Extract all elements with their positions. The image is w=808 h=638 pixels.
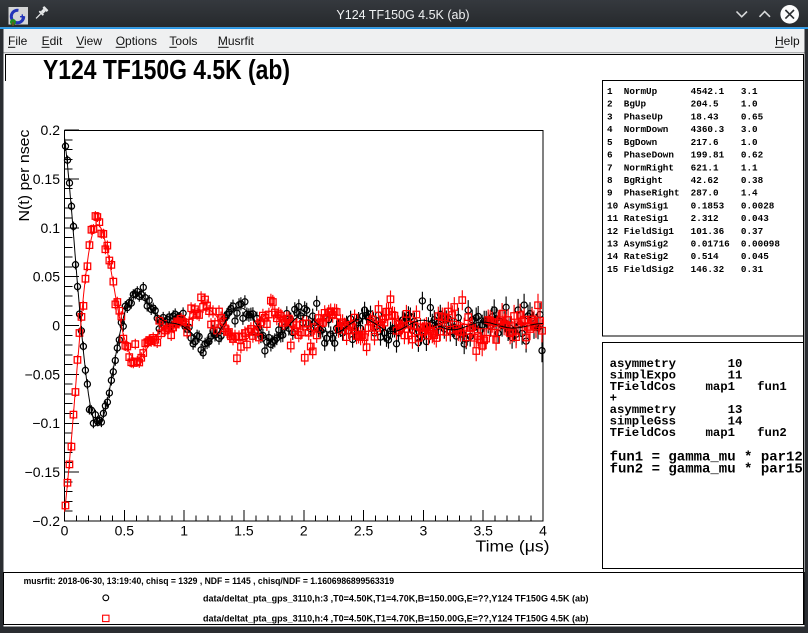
svg-text:data/deltat_pta_gps_3110,h:4 ,: data/deltat_pta_gps_3110,h:4 ,T0=4.50K,T…: [203, 613, 589, 623]
svg-text:12 FieldSig1 101.36 0.37: 12 FieldSig1 101.36 0.37: [607, 226, 763, 237]
svg-text:3.5: 3.5: [473, 523, 493, 539]
svg-text:1: 1: [180, 523, 188, 539]
svg-text:Tools: Tools: [169, 34, 197, 48]
svg-text:0: 0: [52, 318, 60, 334]
svg-text:2: 2: [300, 523, 308, 539]
svg-text:2.5: 2.5: [354, 523, 374, 539]
svg-text:11 RateSig1 2.312 0.043: 11 RateSig1 2.312 0.043: [607, 213, 769, 224]
svg-text:−0.2: −0.2: [32, 513, 60, 529]
svg-text:N(t) per nsec: N(t) per nsec: [16, 129, 33, 222]
svg-text:File: File: [8, 34, 28, 48]
svg-text:Help: Help: [775, 34, 800, 48]
svg-text:TFieldCos map1 fun2: TFieldCos map1 fun2: [610, 426, 787, 440]
svg-text:1 NormUp 4542.1 3.1: 1 NormUp 4542.1 3.1: [607, 86, 758, 97]
svg-text:−0.1: −0.1: [32, 415, 60, 431]
svg-text:0.05: 0.05: [33, 269, 60, 285]
svg-text:0.2: 0.2: [41, 122, 61, 138]
svg-text:0.15: 0.15: [33, 171, 60, 187]
svg-text:Options: Options: [116, 34, 157, 48]
svg-text:7 NormRight 621.1 1.1: 7 NormRight 621.1 1.1: [607, 162, 758, 173]
svg-text:Musrfit: Musrfit: [218, 34, 255, 48]
svg-text:fun2 = gamma_mu * par15: fun2 = gamma_mu * par15: [610, 461, 803, 477]
svg-text:5 BgDown 217.6 1.0: 5 BgDown 217.6 1.0: [607, 137, 758, 148]
svg-text:4 NormDown 4360.3 3.0: 4 NormDown 4360.3 3.0: [607, 124, 758, 135]
svg-text:9 PhaseRight 287.0 1.4: 9 PhaseRight 287.0 1.4: [607, 188, 758, 199]
svg-text:3: 3: [420, 523, 428, 539]
svg-text:Time (μs): Time (μs): [476, 539, 550, 556]
svg-text:0.1: 0.1: [41, 220, 61, 236]
svg-text:0: 0: [61, 523, 69, 539]
svg-text:−0.15: −0.15: [25, 464, 61, 480]
svg-text:View: View: [76, 34, 102, 48]
svg-text:0.5: 0.5: [115, 523, 135, 539]
svg-text:14 RateSig2 0.514 0.045: 14 RateSig2 0.514 0.045: [607, 251, 769, 262]
svg-text:3 PhaseUp 18.43 0.65: 3 PhaseUp 18.43 0.65: [607, 111, 764, 122]
svg-text:TFieldCos map1 fun1: TFieldCos map1 fun1: [610, 380, 787, 394]
svg-text:−0.05: −0.05: [25, 366, 61, 382]
svg-text:6 PhaseDown 199.81 0.62: 6 PhaseDown 199.81 0.62: [607, 150, 764, 161]
svg-text:8 BgRight 42.62 0.38: 8 BgRight 42.62 0.38: [607, 175, 764, 186]
svg-text:Y124 TF150G 4.5K (ab): Y124 TF150G 4.5K (ab): [336, 8, 469, 22]
svg-text:musrfit: 2018-06-30, 13:19:40,: musrfit: 2018-06-30, 13:19:40, chisq = 1…: [24, 576, 394, 586]
svg-text:15 FieldSig2 146.32 0.31: 15 FieldSig2 146.32 0.31: [607, 264, 764, 275]
svg-text:13 AsymSig2 0.01716 0.0009: 13 AsymSig2 0.01716 0.00098: [607, 239, 780, 250]
svg-text:4: 4: [539, 523, 547, 539]
svg-text:1.5: 1.5: [234, 523, 254, 539]
svg-text:data/deltat_pta_gps_3110,h:3 ,: data/deltat_pta_gps_3110,h:3 ,T0=4.50K,T…: [203, 594, 589, 604]
svg-text:10 AsymSig1 0.1853 0.0028: 10 AsymSig1 0.1853 0.0028: [607, 200, 775, 211]
svg-text:2 BgUp 204.5 1.0: 2 BgUp 204.5 1.0: [607, 99, 758, 110]
svg-text:Edit: Edit: [42, 34, 63, 48]
svg-text:Y124 TF150G 4.5K (ab): Y124 TF150G 4.5K (ab): [43, 54, 290, 85]
